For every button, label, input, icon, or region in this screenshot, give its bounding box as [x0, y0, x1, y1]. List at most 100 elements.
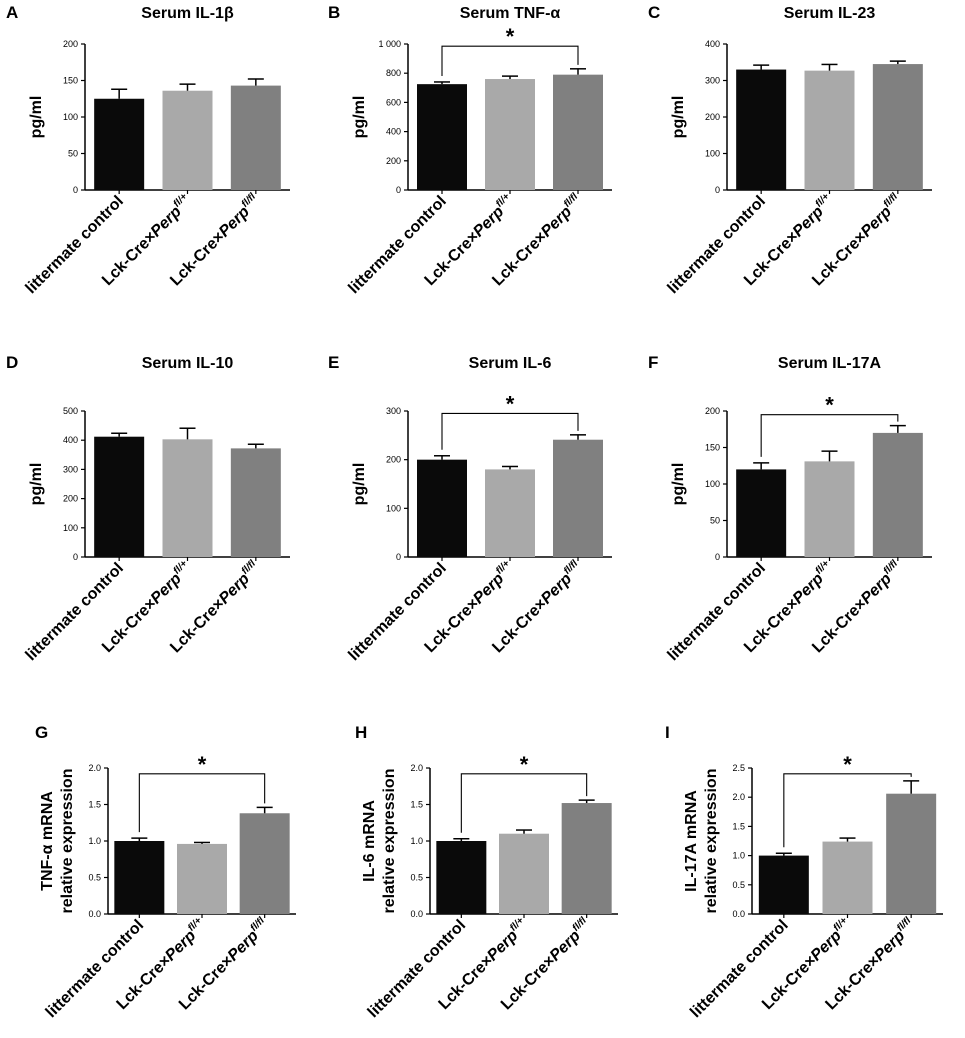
y-axis-label: TNF-α mRNA: [39, 791, 56, 891]
y-tick-label: 100: [63, 112, 78, 122]
x-tick-label-base: Lck-Cre×: [176, 953, 237, 1014]
y-tick-label: 100: [63, 523, 78, 533]
y-tick-label: 0: [715, 552, 720, 562]
x-tick-label-base: Lck-Cre×: [421, 228, 482, 289]
chart-title: Serum TNF-α: [460, 5, 561, 22]
significance-star: *: [506, 24, 515, 49]
y-tick-label: 0: [73, 185, 78, 195]
bar: [758, 855, 809, 914]
y-tick-label: 1.0: [88, 836, 101, 846]
y-tick-label: 0.0: [732, 909, 745, 919]
y-axis-label: pg/ml: [670, 463, 687, 506]
y-tick-label: 300: [386, 406, 401, 416]
chart-title: Serum IL-23: [784, 5, 876, 22]
y-tick-label: 200: [705, 406, 720, 416]
bar: [553, 74, 603, 190]
significance-bracket: [783, 773, 912, 848]
y-axis-label: relative expression: [59, 769, 76, 914]
x-tick-label-base: Lck-Cre×: [809, 596, 870, 657]
x-tick-label-base: Lck-Cre×: [435, 952, 496, 1013]
y-tick-label: 200: [386, 156, 401, 166]
y-tick-label: 1.5: [410, 800, 423, 810]
panel-letter: A: [6, 3, 18, 22]
significance-star: *: [506, 391, 515, 416]
y-tick-label: 800: [386, 68, 401, 78]
bar: [162, 439, 213, 557]
y-tick-label: 50: [710, 516, 720, 526]
x-tick-label-base: Lck-Cre×: [489, 229, 550, 290]
x-tick-label-base: Lck-Cre×: [822, 953, 883, 1014]
bar: [804, 461, 855, 557]
bar: [94, 436, 145, 557]
x-tick-label-base: Lck-Cre×: [421, 595, 482, 656]
y-tick-label: 2.0: [732, 792, 745, 802]
y-tick-label: 500: [63, 406, 78, 416]
x-tick-label-base: Lck-Cre×: [113, 952, 174, 1013]
x-tick-label-base: Lck-Cre×: [809, 229, 870, 290]
panel-letter: G: [35, 723, 48, 742]
y-axis-label: pg/ml: [351, 96, 368, 139]
y-tick-label: 150: [63, 76, 78, 86]
panel-c: C Serum IL-23pg/ml0100200300400littermate…: [648, 3, 932, 297]
bar: [553, 439, 603, 557]
bar: [436, 841, 487, 914]
y-tick-label: 50: [68, 149, 78, 159]
y-tick-label: 200: [63, 39, 78, 49]
y-tick-label: 200: [705, 112, 720, 122]
y-tick-label: 1.5: [88, 800, 101, 810]
y-tick-label: 0.0: [410, 909, 423, 919]
significance-star: *: [198, 752, 207, 777]
y-axis-label: pg/ml: [28, 463, 45, 506]
x-tick-label-base: Lck-Cre×: [741, 595, 802, 656]
bar: [872, 432, 923, 557]
panel-letter: E: [328, 353, 339, 372]
y-tick-label: 0.0: [88, 909, 101, 919]
significance-star: *: [520, 752, 529, 777]
bar: [485, 469, 535, 557]
chart-title: Serum IL-17A: [778, 355, 882, 372]
y-tick-label: 400: [386, 127, 401, 137]
y-tick-label: 1.0: [732, 851, 745, 861]
y-tick-label: 2.0: [88, 763, 101, 773]
y-axis-label: IL-6 mRNA: [361, 800, 378, 882]
y-axis-label: pg/ml: [670, 96, 687, 139]
bar: [561, 803, 612, 914]
chart-title: Serum IL-10: [142, 355, 234, 372]
y-tick-label: 600: [386, 97, 401, 107]
y-tick-label: 0.5: [732, 880, 745, 890]
panel-letter: I: [665, 723, 670, 742]
y-tick-label: 150: [705, 443, 720, 453]
chart-title: Serum IL-1β: [141, 5, 234, 22]
significance-bracket: [441, 412, 579, 450]
panel-h: H IL-6 mRNA relative expression 0.0 0.5 1.0 1.…: [355, 723, 618, 1021]
y-tick-label: 100: [386, 503, 401, 513]
y-tick-label: 100: [705, 479, 720, 489]
bar: [872, 64, 923, 190]
x-tick-label-base: Lck-Cre×: [99, 595, 160, 656]
bar: [417, 84, 467, 190]
y-axis-label: relative expression: [703, 769, 720, 914]
y-tick-label: 0: [396, 552, 401, 562]
significance-bracket: [760, 414, 899, 457]
y-tick-label: 200: [386, 455, 401, 465]
significance-star: *: [825, 393, 834, 418]
significance-bracket: [460, 773, 588, 833]
bar: [94, 98, 145, 190]
panel-letter: H: [355, 723, 367, 742]
panel-letter: F: [648, 353, 658, 372]
panel-letter: B: [328, 3, 340, 22]
bar: [177, 843, 227, 914]
y-axis-label: relative expression: [381, 769, 398, 914]
bar: [162, 90, 213, 190]
y-tick-label: 300: [63, 464, 78, 474]
bar: [736, 69, 787, 190]
bar: [417, 459, 467, 557]
significance-star: *: [843, 752, 852, 777]
bar: [822, 841, 873, 914]
panel-d: D Serum IL-10pg/ml0100200300400500litterm…: [6, 353, 290, 664]
y-axis-label: pg/ml: [351, 463, 368, 506]
panel-a: A Serum IL-1βpg/ml050100150200littermate …: [6, 3, 290, 297]
